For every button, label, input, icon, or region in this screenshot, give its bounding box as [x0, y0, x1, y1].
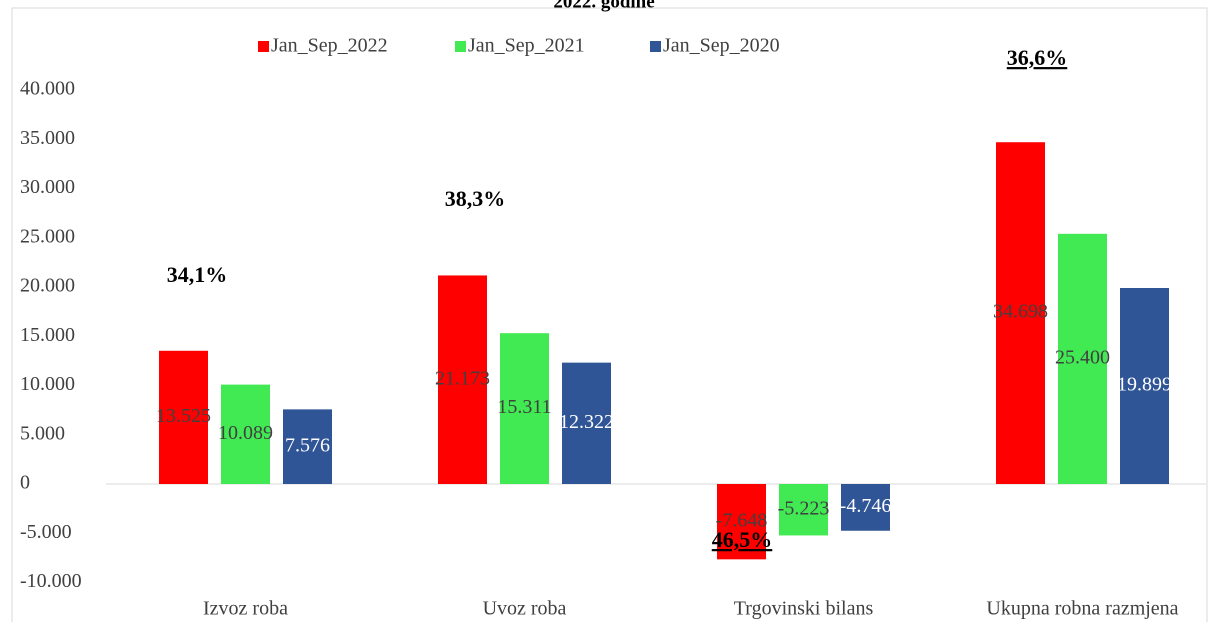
bar — [500, 333, 549, 484]
annotation: 38,3% — [445, 186, 506, 211]
y-tick-label: -10.000 — [20, 570, 82, 592]
data-label: 15.311 — [497, 396, 551, 418]
legend-label: Jan_Sep_2020 — [663, 35, 780, 57]
annotation: 46,5% — [712, 527, 773, 552]
legend-label: Jan_Sep_2022 — [271, 35, 388, 57]
legend-swatch — [650, 41, 661, 52]
plot-area: -10.000 -5.000 0 5.000 10.000 15.000 20.000 25.… — [20, 35, 1206, 620]
bar — [996, 142, 1045, 484]
chart-title: 2022. godine — [553, 0, 654, 12]
annotation: 34,1% — [167, 262, 228, 287]
data-label: 7.576 — [285, 434, 330, 456]
data-label: 21.173 — [435, 367, 490, 389]
y-tick-label: 25.000 — [20, 225, 75, 247]
bar — [221, 384, 270, 484]
bar — [779, 484, 828, 536]
bar — [438, 275, 487, 484]
data-label: -7.648 — [716, 509, 768, 531]
data-label: 13.525 — [156, 405, 211, 427]
data-label: -5.223 — [778, 497, 830, 519]
bar — [159, 350, 208, 484]
chart-frame — [11, 7, 1208, 622]
bar — [1058, 233, 1107, 484]
bar — [717, 484, 766, 560]
bar — [1120, 287, 1169, 484]
data-label: 34.698 — [993, 301, 1048, 323]
bar — [841, 484, 890, 531]
bar — [562, 362, 611, 484]
y-tick-label: 35.000 — [20, 127, 75, 149]
y-tick-label: 0 — [20, 472, 30, 494]
data-label: 25.400 — [1055, 346, 1110, 368]
y-tick-label: 20.000 — [20, 275, 75, 297]
x-tick-label: Trgovinski bilans — [734, 598, 874, 620]
legend-swatch — [258, 41, 269, 52]
y-tick-label: -5.000 — [20, 521, 72, 543]
annotation: 36,6% — [1007, 45, 1068, 70]
x-tick-label: Ukupna robna razmjena — [986, 598, 1178, 620]
data-label: 12.322 — [559, 411, 614, 433]
legend-swatch — [455, 41, 466, 52]
y-tick-label: 15.000 — [20, 324, 75, 346]
x-tick-label: Uvoz roba — [483, 598, 567, 620]
y-tick-label: 40.000 — [20, 78, 75, 100]
data-label: -4.746 — [840, 495, 892, 517]
legend-label: Jan_Sep_2021 — [468, 35, 585, 57]
x-tick-label: Izvoz roba — [203, 598, 288, 620]
y-tick-label: 30.000 — [20, 176, 75, 198]
bar — [283, 409, 332, 484]
data-label: 10.089 — [218, 422, 273, 444]
data-label: 19.899 — [1117, 374, 1172, 396]
y-tick-label: 5.000 — [20, 422, 65, 444]
y-tick-label: 10.000 — [20, 373, 75, 395]
